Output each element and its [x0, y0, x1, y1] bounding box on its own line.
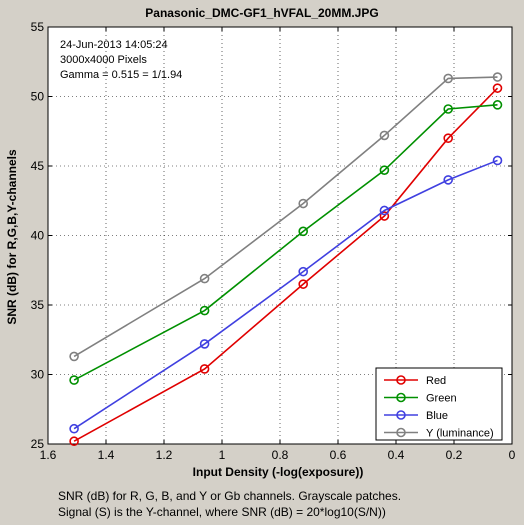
x-tick-label: 0.6	[330, 448, 347, 462]
data-point	[492, 155, 503, 166]
y-tick-label: 55	[31, 20, 45, 34]
data-point	[199, 339, 210, 349]
data-point	[443, 175, 454, 185]
legend-swatch-marker	[396, 392, 406, 403]
info-text: 3000x4000 Pixels	[60, 54, 147, 66]
legend-swatch-marker	[396, 375, 406, 385]
legend-label: Blue	[426, 410, 448, 422]
data-point	[69, 436, 79, 447]
data-point	[379, 130, 390, 141]
series-red	[69, 83, 503, 447]
info-text: 24-Jun-2013 14:05:24	[60, 39, 168, 51]
series-line	[73, 104, 498, 381]
data-point	[443, 73, 454, 84]
data-point	[379, 205, 390, 216]
series-blue	[69, 155, 503, 434]
legend-label: Red	[426, 375, 446, 387]
x-axis-label: Input Density (-log(exposure))	[193, 465, 364, 479]
data-point	[492, 100, 503, 110]
footer-caption: SNR (dB) for R, G, B, and Y or Gb channe…	[58, 488, 401, 520]
data-point	[199, 305, 210, 316]
y-tick-label: 45	[31, 159, 45, 173]
info-text: Gamma = 0.515 = 1/1.94	[60, 69, 182, 81]
series-line	[73, 76, 498, 358]
data-point	[199, 364, 210, 374]
x-tick-label: 1.2	[156, 448, 173, 462]
footer-line: Signal (S) is the Y-channel, where SNR (…	[58, 505, 386, 519]
x-tick-label: 0.8	[272, 448, 289, 462]
legend-label: Green	[426, 393, 457, 405]
data-point	[69, 375, 79, 385]
data-point	[298, 198, 309, 209]
legend-swatch-marker	[396, 427, 406, 438]
x-tick-label: 1.4	[98, 448, 115, 462]
y-tick-label: 40	[31, 229, 45, 243]
series-line	[73, 159, 498, 430]
data-point	[199, 273, 210, 284]
y-tick-label: 30	[31, 368, 45, 382]
snr-chart: 1.6 1.4 1.2 1 0.8 0.6 0.4 0.2 0 25 30 35 40 45 50 55 24…	[5, 20, 516, 479]
x-tick-label: 1.6	[40, 448, 57, 462]
x-tick-label: 0.4	[388, 448, 405, 462]
data-point	[298, 226, 309, 237]
legend-label: Y (luminance)	[426, 428, 494, 440]
data-point	[298, 279, 309, 289]
legend-swatch-marker	[396, 410, 406, 420]
data-point	[298, 266, 309, 277]
data-point	[379, 165, 390, 175]
y-axis-label: SNR (dB) for R,G,B,Y-channels	[5, 149, 19, 325]
y-tick-label: 50	[31, 90, 45, 104]
footer-line: SNR (dB) for R, G, B, and Y or Gb channe…	[58, 489, 402, 503]
series-line	[73, 87, 499, 442]
x-tick-label: 1	[219, 448, 226, 462]
y-tick-label: 25	[31, 437, 45, 451]
data-point	[443, 133, 454, 143]
data-point	[492, 83, 503, 93]
x-tick-label: 0.2	[446, 448, 463, 462]
series-y-luminance	[69, 72, 503, 362]
series-green	[69, 100, 503, 385]
x-tick-label: 0	[509, 448, 516, 462]
data-point	[69, 351, 79, 362]
data-point	[492, 72, 503, 82]
y-tick-label: 35	[31, 298, 45, 312]
data-point	[443, 104, 454, 114]
data-point	[379, 211, 390, 221]
data-point	[69, 423, 79, 434]
chart-title: Panasonic_DMC-GF1_hVFAL_20MM.JPG	[145, 6, 379, 20]
